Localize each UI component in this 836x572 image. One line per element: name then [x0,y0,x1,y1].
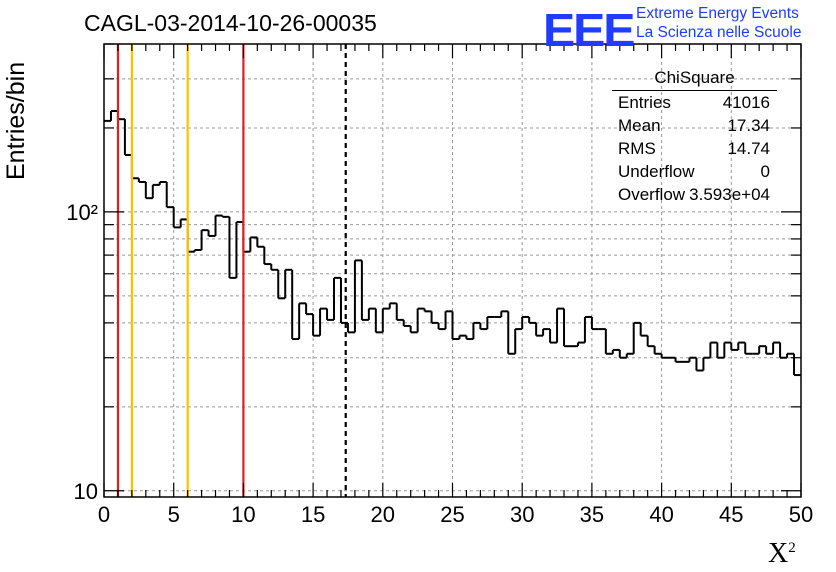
x-tick-label: 10 [231,502,255,527]
stats-name: ChiSquare [654,68,735,87]
tick-labels: 0 5 10 15 20 25 30 35 40 45 50 10 10² [66,200,813,527]
x-axis-label-sup: 2 [788,540,796,556]
x-tick-label: 20 [371,502,395,527]
x-tick-label: 25 [440,502,464,527]
reference-lines [116,44,347,497]
stats-label: Mean [618,116,661,135]
x-tick-label: 15 [301,502,325,527]
stats-label: Overflow [618,185,686,204]
x-tick-label: 5 [168,502,180,527]
axis-ticks [103,43,802,497]
logo-line-2: La Scienza nelle Scuole [636,24,802,41]
stats-value: 41016 [722,93,770,112]
x-tick-label: 50 [789,502,813,527]
x-tick-label: 0 [98,502,110,527]
stats-value: 0 [760,162,770,181]
x-axis-label-base: X [768,538,789,569]
stats-rule [612,90,777,91]
logo-line-1: Extreme Energy Events [636,5,799,22]
x-tick-label: 35 [580,502,604,527]
y-tick-label: 10 [74,479,98,504]
y-axis-label: Entries/bin [2,61,30,180]
stats-value: 17.34 [727,116,770,135]
chart-title: CAGL-03-2014-10-26-00035 [84,10,377,36]
x-tick-label: 40 [649,502,673,527]
stats-label: Entries [618,93,671,112]
stats-value: 3.593e+04 [689,185,770,204]
stats-box: ChiSquare Entries 41016 Mean 17.34 RMS 1… [612,66,777,210]
x-tick-label: 30 [510,502,534,527]
x-axis-label: X2 [768,538,796,570]
eee-logo: EEE [543,4,635,56]
stats-label: RMS [618,139,656,158]
x-tick-label: 45 [719,502,743,527]
stats-value: 14.74 [727,139,770,158]
y-tick-label: 10² [66,200,98,225]
stats-label: Underflow [618,162,695,181]
